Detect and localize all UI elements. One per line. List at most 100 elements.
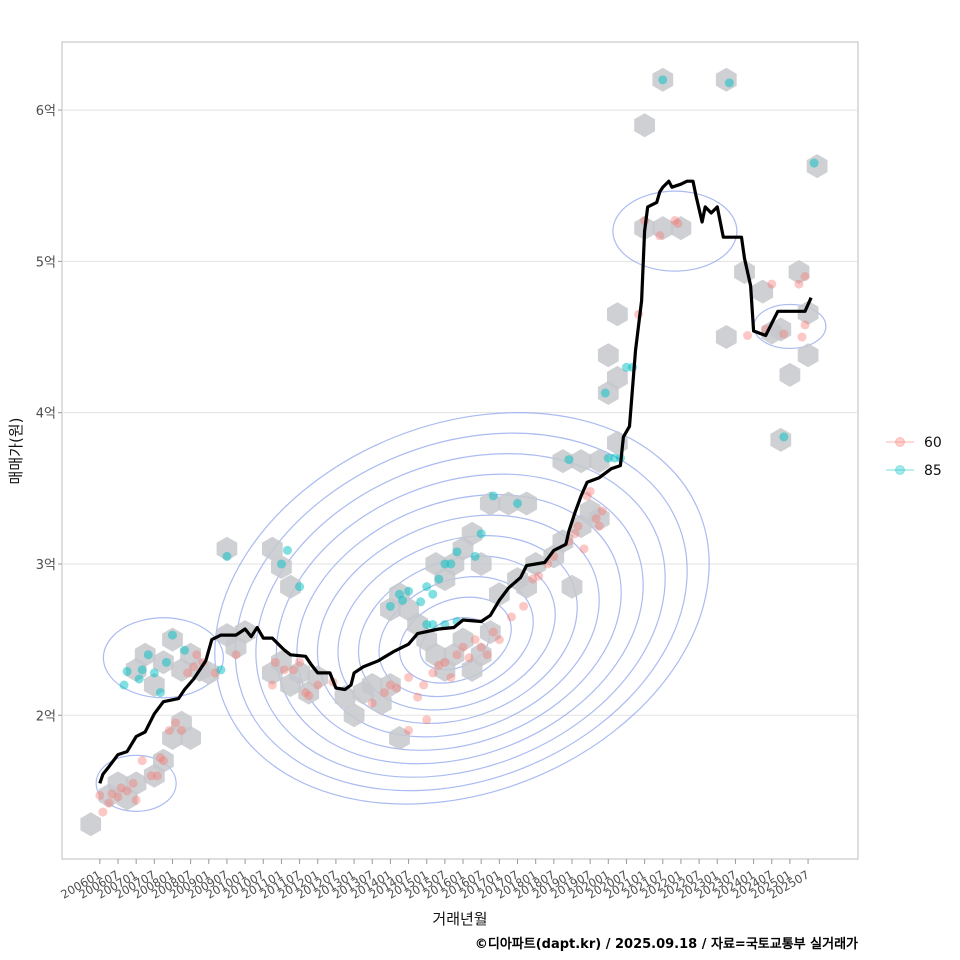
x-axis-ticks: 2006012006072007012007072008012008072009… (58, 859, 812, 902)
hexbin (498, 491, 519, 516)
hexbin (334, 685, 356, 710)
point-85 (513, 498, 523, 508)
point-60 (528, 574, 538, 584)
point-85 (155, 688, 165, 698)
hexbin (461, 521, 483, 546)
hexbin (652, 216, 674, 241)
point-60 (579, 544, 589, 554)
hexbin (125, 771, 147, 796)
hexbin (370, 691, 392, 716)
point-85 (149, 668, 159, 678)
point-60 (295, 657, 305, 667)
y-tick-label: 6억 (36, 104, 56, 119)
hexbin (552, 449, 574, 474)
point-60 (779, 329, 789, 339)
point-60 (137, 756, 147, 766)
y-tick-label: 3억 (36, 558, 56, 573)
point-60 (470, 635, 480, 645)
hexbin (634, 113, 655, 138)
point-60 (413, 692, 423, 702)
density-contour (612, 190, 738, 272)
point-60 (673, 219, 683, 229)
point-60 (267, 680, 277, 690)
point-85 (282, 545, 292, 555)
point-60 (800, 320, 810, 330)
point-85 (428, 619, 438, 629)
point-60 (116, 783, 126, 793)
point-85 (404, 586, 414, 596)
point-85 (446, 559, 456, 569)
point-85 (600, 388, 610, 398)
point-60 (379, 688, 389, 698)
point-60 (506, 612, 516, 622)
point-60 (458, 642, 468, 652)
hexbin (770, 317, 792, 342)
point-85 (452, 547, 462, 557)
hexbin (343, 703, 365, 728)
hexbin (489, 582, 510, 607)
point-85 (603, 453, 613, 463)
point-85 (161, 657, 171, 667)
moving-average-line (98, 179, 813, 784)
y-tick-label: 2억 (36, 709, 56, 724)
point-60 (152, 771, 162, 781)
density-contour (102, 617, 224, 699)
hexbin (216, 536, 238, 561)
hexbin (607, 365, 628, 390)
points-85-layer (119, 75, 819, 698)
point-85 (434, 574, 444, 584)
density-contour (95, 754, 177, 812)
x-axis-title: 거래년월 (432, 910, 487, 928)
point-60 (189, 662, 199, 672)
point-60 (422, 715, 432, 725)
point-85 (122, 666, 132, 676)
point-60 (797, 332, 807, 342)
hexbin (670, 216, 692, 241)
hexbin (280, 574, 301, 599)
hexbin (452, 627, 474, 652)
density-contour (214, 412, 710, 805)
point-60 (597, 506, 607, 516)
point-85 (397, 595, 407, 605)
hexbin (788, 260, 810, 284)
y-axis-title: 매매가(원) (7, 418, 25, 485)
hexbin (153, 748, 174, 773)
point-60 (404, 725, 414, 735)
point-85 (167, 630, 177, 640)
point-60 (279, 665, 289, 675)
plot-panel (61, 41, 859, 860)
point-60 (434, 660, 444, 670)
hexbin (779, 362, 801, 387)
hexbin (479, 620, 501, 645)
point-60 (794, 279, 804, 289)
point-60 (128, 778, 138, 788)
density-contour (255, 453, 666, 778)
point-60 (146, 771, 156, 781)
hexbin (180, 726, 201, 750)
hexbin (752, 279, 774, 304)
point-60 (192, 650, 202, 660)
point-85 (216, 665, 226, 675)
point-60 (800, 272, 810, 282)
point-60 (452, 650, 462, 660)
point-85 (470, 551, 480, 561)
hexbin (262, 536, 283, 561)
point-85 (428, 589, 438, 599)
hexbin (389, 726, 410, 750)
point-85 (137, 665, 147, 675)
point-60 (767, 279, 777, 289)
point-60 (183, 668, 193, 678)
hexbin (162, 627, 183, 652)
point-60 (313, 680, 323, 690)
point-85 (658, 75, 668, 85)
point-85 (476, 529, 486, 539)
point-85 (222, 551, 232, 561)
hexbin (80, 812, 102, 837)
point-85 (422, 582, 432, 592)
hexbin (271, 650, 292, 675)
hexbin (715, 325, 737, 349)
hexbin (607, 302, 628, 327)
point-85 (779, 432, 789, 442)
point-85 (119, 680, 129, 690)
point-85 (295, 582, 305, 592)
